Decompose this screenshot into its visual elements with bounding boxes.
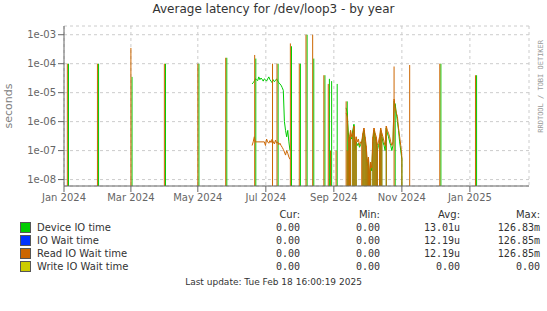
html-text:RRDTOOL / TOBI OETIKER: RRDTOOL / TOBI OETIKER [537,40,545,133]
svg-text:Mar 2024: Mar 2024 [107,192,155,203]
html-text:0.00: 0.00 [355,235,380,246]
svg-text:1e-03: 1e-03 [27,29,56,40]
html-text:126.85m: 126.85m [497,248,540,259]
html-text:126.85m: 126.85m [497,235,540,246]
svg-text:1e-04: 1e-04 [27,58,56,69]
html-text:Read IO Wait time: Read IO Wait time [37,248,128,259]
html-text:IO Wait time: IO Wait time [37,235,99,246]
html-text:Max:: Max: [516,209,540,220]
html-text:Avg:: Avg: [438,209,460,220]
svg-text:Jan 2024: Jan 2024 [41,192,86,203]
html-text:0.00: 0.00 [515,261,540,272]
html-text:13.01u: 13.01u [423,222,460,233]
html-text:0.00: 0.00 [275,235,300,246]
svg-text:1e-08: 1e-08 [27,174,56,185]
html-text:0.00: 0.00 [275,222,300,233]
html-text:Average latency for /dev/loop3: Average latency for /dev/loop3 - by year [152,2,395,16]
svg-text:Sep 2024: Sep 2024 [310,192,357,203]
svg-text:Nov 2024: Nov 2024 [378,192,426,203]
html-text:Min:: Min: [358,209,380,220]
svg-text:Jan 2025: Jan 2025 [447,192,492,203]
html-text:0.00: 0.00 [435,261,460,272]
html-text:0.00: 0.00 [355,222,380,233]
svg-text:May 2024: May 2024 [173,192,222,203]
svg-text:1e-05: 1e-05 [27,87,56,98]
html-text:Last update: Tue Feb 18 16:00:: Last update: Tue Feb 18 16:00:19 2025 [185,277,362,287]
html-text:Write IO Wait time: Write IO Wait time [37,261,129,272]
html-text:Device IO time: Device IO time [37,222,111,233]
html-text:12.19u: 12.19u [423,248,460,259]
html-text:0.00: 0.00 [355,248,380,259]
html-text:126.83m: 126.83m [497,222,540,233]
html-text:Cur:: Cur: [279,209,300,220]
svg-text:seconds: seconds [8,83,15,128]
svg-text:1e-06: 1e-06 [27,116,56,127]
html-text:0.00: 0.00 [355,261,380,272]
svg-text:1e-07: 1e-07 [27,145,56,156]
html-text:0.00: 0.00 [275,248,300,259]
html-text:12.19u: 12.19u [423,235,460,246]
svg-text:Jul 2024: Jul 2024 [244,192,286,203]
html-text:0.00: 0.00 [275,261,300,272]
